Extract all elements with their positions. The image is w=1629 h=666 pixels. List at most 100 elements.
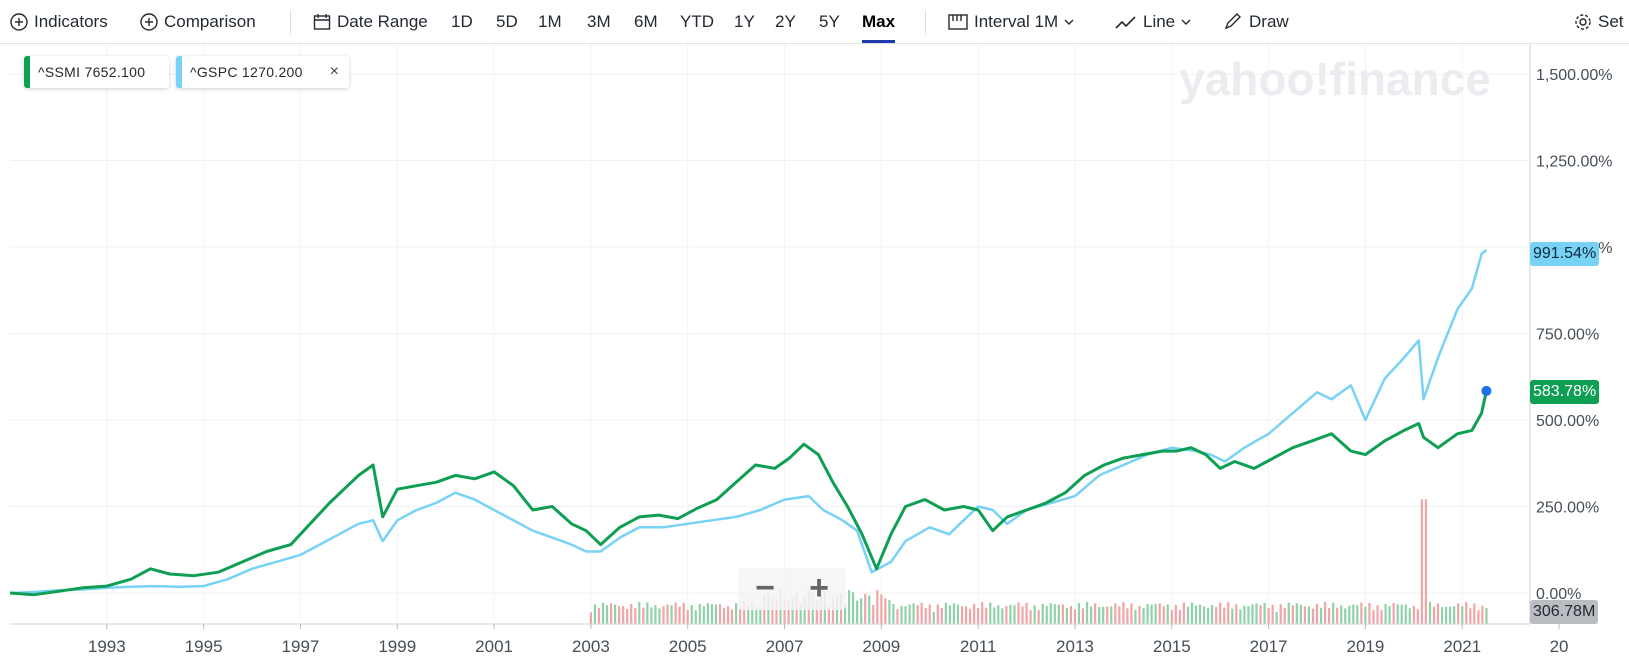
volume-bar bbox=[1424, 499, 1428, 624]
volume-bar bbox=[932, 612, 935, 624]
legend-chip-ssmi[interactable]: ^SSMI 7652.100 bbox=[24, 56, 169, 88]
volume-bar bbox=[1473, 603, 1476, 624]
volume-bar bbox=[1356, 605, 1359, 624]
volume-bar bbox=[1465, 602, 1468, 624]
volume-bar bbox=[755, 606, 758, 624]
comparison-button[interactable]: Comparison bbox=[140, 0, 256, 43]
volume-bar bbox=[674, 602, 677, 624]
range-button-5y[interactable]: 5Y bbox=[819, 12, 840, 31]
volume-bar bbox=[609, 603, 613, 624]
volume-bar bbox=[654, 605, 657, 624]
settings-button[interactable]: Set bbox=[1574, 0, 1624, 43]
volume-bar bbox=[1239, 609, 1242, 624]
volume-bar bbox=[702, 606, 705, 624]
volume-bar bbox=[1198, 604, 1202, 624]
x-tick-label: 2019 bbox=[1347, 637, 1385, 656]
volume-bar bbox=[589, 612, 592, 624]
series-color-swatch bbox=[176, 56, 182, 88]
y-tick-label: 1,250.00% bbox=[1536, 154, 1613, 171]
volume-bar bbox=[698, 604, 701, 624]
volume-bar bbox=[682, 602, 685, 624]
gspc-value-badge: 991.54% bbox=[1530, 242, 1600, 266]
chart-canvas[interactable]: yahoo!finance 1,500.00%1,250.00%1,000.00… bbox=[0, 44, 1629, 661]
volume-bar bbox=[1061, 604, 1064, 624]
volume-bar bbox=[1146, 603, 1149, 624]
chart-type-dropdown[interactable]: Line bbox=[1115, 0, 1192, 43]
range-button-ytd[interactable]: YTD bbox=[680, 12, 714, 31]
volume-bar bbox=[601, 602, 605, 624]
chart-area[interactable]: yahoo!finance 1,500.00%1,250.00%1,000.00… bbox=[0, 44, 1629, 661]
draw-label: Draw bbox=[1249, 12, 1289, 31]
volume-bar bbox=[964, 606, 968, 624]
range-button-1y[interactable]: 1Y bbox=[734, 12, 755, 31]
volume-bar bbox=[739, 608, 742, 624]
volume-bar bbox=[1126, 608, 1129, 624]
volume-bar bbox=[973, 603, 976, 624]
volume-bar bbox=[1037, 610, 1040, 624]
volume-bar bbox=[1073, 609, 1077, 624]
volume-bar bbox=[1352, 604, 1355, 624]
volume-bar bbox=[985, 607, 988, 624]
volume-bar bbox=[646, 602, 649, 624]
volume-bar bbox=[1202, 606, 1206, 624]
volume-bar bbox=[803, 596, 806, 624]
x-tick-label: 2011 bbox=[960, 637, 997, 656]
volume-bar bbox=[743, 602, 746, 624]
volume-bar bbox=[626, 608, 629, 624]
volume-bar bbox=[622, 606, 625, 624]
volume-bar bbox=[1380, 610, 1383, 624]
indicators-button[interactable]: Indicators bbox=[10, 0, 108, 43]
volume-bar bbox=[843, 604, 847, 624]
volume-bar bbox=[1069, 605, 1073, 624]
volume-bar bbox=[900, 605, 903, 624]
volume-bar bbox=[1457, 603, 1460, 624]
toolbar-divider bbox=[925, 10, 926, 34]
volume-bar bbox=[1271, 604, 1274, 624]
range-button-6m[interactable]: 6M bbox=[634, 12, 658, 31]
volume-bar bbox=[1029, 610, 1032, 624]
zoom-out-button[interactable]: − bbox=[755, 569, 775, 607]
volume-bar bbox=[791, 597, 794, 624]
volume-bar bbox=[678, 606, 681, 624]
volume-bar bbox=[1332, 602, 1335, 624]
range-button-5d[interactable]: 5D bbox=[496, 12, 518, 31]
volume-bar bbox=[1372, 610, 1375, 624]
volume-bar bbox=[1158, 603, 1161, 624]
volume-bar bbox=[912, 603, 915, 624]
volume-bar bbox=[1114, 603, 1117, 624]
current-value-dot bbox=[1481, 385, 1492, 396]
volume-bar bbox=[1420, 499, 1423, 624]
y-tick-label: 0.00% bbox=[1536, 586, 1581, 603]
volume-bar bbox=[686, 610, 689, 624]
volume-bar bbox=[1485, 607, 1488, 624]
zoom-in-button[interactable]: + bbox=[809, 569, 829, 607]
date-range-button[interactable]: Date Range bbox=[313, 0, 428, 43]
close-icon[interactable]: × bbox=[329, 63, 339, 80]
grid-lines bbox=[10, 44, 1530, 624]
volume-bar bbox=[1477, 610, 1480, 624]
volume-bar bbox=[1174, 604, 1177, 624]
y-tick-label: 250.00% bbox=[1536, 500, 1599, 517]
series-line-gspc bbox=[9, 248, 1488, 595]
range-button-max[interactable]: Max bbox=[862, 0, 896, 43]
y-tick-label: 500.00% bbox=[1536, 413, 1599, 430]
comparison-label: Comparison bbox=[164, 12, 256, 31]
volume-bar bbox=[1259, 605, 1262, 624]
volume-bar bbox=[1344, 608, 1347, 624]
range-button-1d[interactable]: 1D bbox=[451, 12, 473, 31]
x-tick-label: 2003 bbox=[572, 637, 610, 656]
legend-chip-gspc[interactable]: ^GSPC 1270.200 × bbox=[176, 56, 349, 88]
volume-bar bbox=[1081, 608, 1085, 624]
range-button-2y[interactable]: 2Y bbox=[775, 12, 796, 31]
volume-bar bbox=[864, 594, 867, 624]
volume-bar bbox=[1295, 603, 1298, 624]
volume-bar bbox=[1025, 602, 1028, 624]
volume-bar bbox=[1009, 604, 1012, 624]
volume-bar bbox=[613, 604, 617, 624]
draw-button[interactable]: Draw bbox=[1223, 0, 1289, 43]
volume-bar bbox=[952, 603, 956, 624]
range-button-3m[interactable]: 3M bbox=[587, 12, 611, 31]
volume-bar bbox=[1328, 607, 1331, 624]
interval-dropdown[interactable]: Interval 1M bbox=[948, 0, 1075, 43]
range-button-1m[interactable]: 1M bbox=[538, 12, 562, 31]
